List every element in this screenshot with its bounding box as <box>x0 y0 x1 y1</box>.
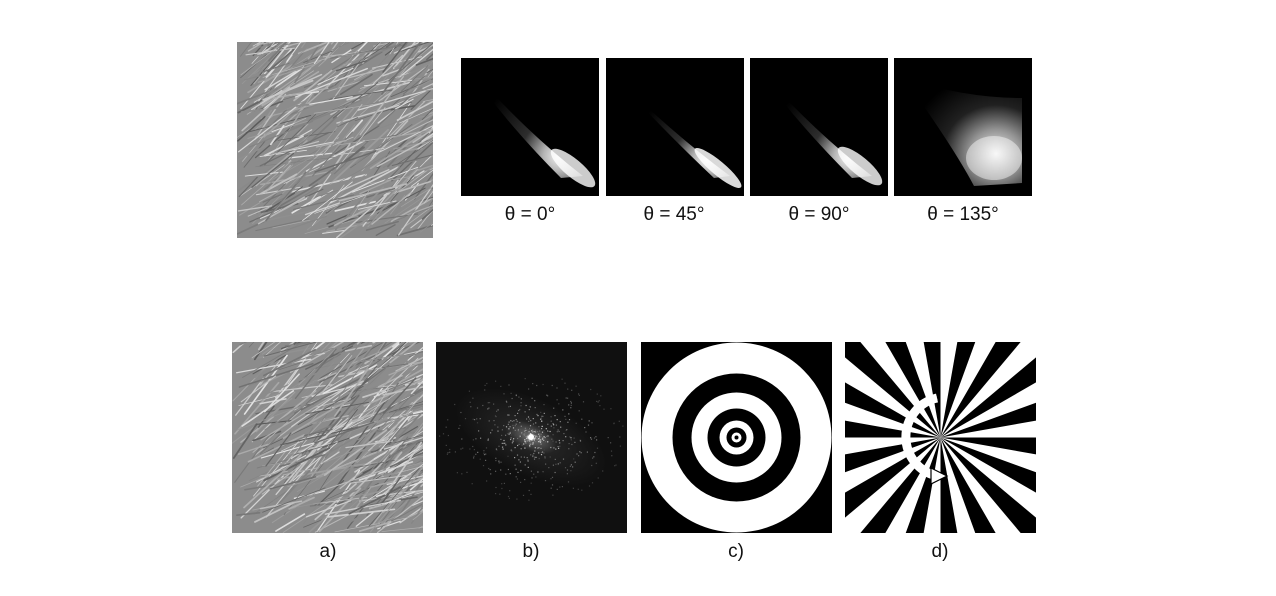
theta-label-90: θ = 90° <box>788 204 850 225</box>
theta-panel-45 <box>606 58 744 196</box>
theta-label-45: θ = 45° <box>643 204 705 225</box>
theta-panel-135 <box>894 58 1032 196</box>
texture-image-top <box>237 42 433 238</box>
panel-label-d: d) <box>931 541 949 562</box>
panel-label-b: b) <box>522 541 540 562</box>
theta-label-0: θ = 0° <box>504 204 556 225</box>
theta-panel-0 <box>461 58 599 196</box>
concentric-rings-c <box>641 342 832 533</box>
theta-panel-90 <box>750 58 888 196</box>
fourier-spectrum-b <box>436 342 627 533</box>
panel-label-a: a) <box>319 541 337 562</box>
texture-image-a <box>232 342 423 533</box>
panel-label-c: c) <box>728 541 744 562</box>
grass-strands <box>232 342 423 533</box>
radial-starburst-d <box>845 342 1036 533</box>
theta-label-135: θ = 135° <box>927 204 999 225</box>
grass-strands <box>237 42 433 238</box>
